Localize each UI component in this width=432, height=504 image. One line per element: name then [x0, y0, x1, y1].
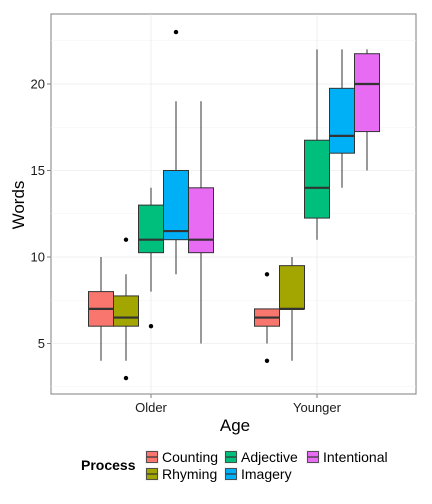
- y-axis-title: Words: [9, 181, 28, 230]
- outlier-point: [264, 358, 270, 363]
- legend-title: Process: [81, 457, 136, 473]
- legend-label: Counting: [162, 449, 218, 465]
- legend-label: Rhyming: [162, 466, 217, 482]
- legend-item-counting: Counting: [145, 449, 218, 465]
- box-body: [329, 87, 355, 154]
- box-body: [354, 53, 380, 133]
- y-tick-label: 20: [31, 77, 45, 92]
- outlier-point: [148, 324, 154, 329]
- legend-item-rhyming: Rhyming: [145, 466, 217, 482]
- box-body: [113, 295, 139, 327]
- box-younger-adjective: [304, 49, 330, 240]
- box-younger-counting: [254, 272, 280, 363]
- box-body: [279, 265, 305, 310]
- legend-item-intentional: Intentional: [306, 449, 388, 465]
- x-tick-label: Younger: [293, 400, 342, 415]
- box-younger-intentional: [354, 49, 380, 171]
- y-tick-label: 5: [38, 336, 45, 351]
- legend-label: Intentional: [323, 449, 388, 465]
- axes: 5 10 15 20 Older Younger: [31, 77, 342, 416]
- box-older-imagery: [163, 29, 189, 275]
- boxes: [88, 29, 380, 381]
- outlier-point: [173, 29, 179, 35]
- legend-label: Adjective: [241, 449, 298, 465]
- outlier-point: [264, 272, 270, 277]
- legend-item-imagery: Imagery: [224, 466, 292, 482]
- box-younger-rhyming: [279, 257, 305, 361]
- box-body: [304, 139, 330, 219]
- box-older-intentional: [188, 101, 214, 344]
- legend-label: Imagery: [241, 466, 292, 482]
- legend-item-adjective: Adjective: [224, 449, 298, 465]
- box-body: [138, 204, 164, 254]
- outlier-point: [123, 237, 129, 242]
- x-tick-label: Older: [135, 400, 167, 415]
- y-tick-label: 10: [31, 250, 45, 265]
- box-older-rhyming: [113, 237, 139, 381]
- box-body: [188, 187, 214, 254]
- y-tick-label: 15: [31, 163, 45, 178]
- box-older-counting: [88, 257, 114, 361]
- box-body: [163, 170, 189, 241]
- x-axis-title: Age: [220, 416, 250, 435]
- outlier-point: [123, 375, 129, 381]
- box-younger-imagery: [329, 49, 355, 188]
